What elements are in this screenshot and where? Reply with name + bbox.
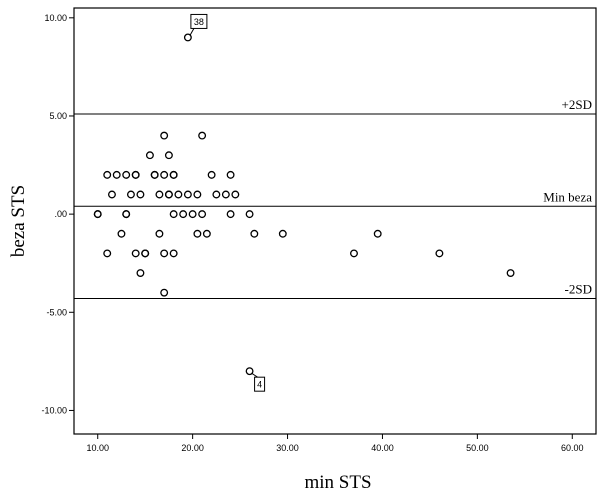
data-point bbox=[188, 210, 197, 219]
callout-leader bbox=[251, 372, 258, 378]
data-point bbox=[164, 190, 173, 199]
data-point bbox=[198, 131, 207, 140]
data-point bbox=[145, 151, 154, 160]
y-tick-label: 10.00 bbox=[44, 13, 67, 23]
data-point bbox=[169, 210, 178, 219]
data-point bbox=[164, 151, 173, 160]
data-point bbox=[212, 190, 221, 199]
y-axis-title: beza STS bbox=[8, 185, 29, 257]
data-point bbox=[122, 210, 131, 219]
data-point bbox=[245, 210, 254, 219]
x-tick-label: 50.00 bbox=[466, 443, 489, 453]
data-point bbox=[136, 269, 145, 277]
reference-line-label: Min beza bbox=[543, 189, 592, 204]
callout-label: 38 bbox=[194, 17, 204, 27]
data-point bbox=[141, 249, 150, 258]
data-point bbox=[160, 288, 169, 297]
y-axis-ticks: 10.00 5.00 .00 -5.00 -10.00 bbox=[41, 13, 74, 415]
data-point bbox=[131, 249, 140, 258]
data-point bbox=[174, 190, 183, 199]
point-callouts: 38 4 bbox=[189, 13, 266, 392]
data-point bbox=[93, 210, 102, 219]
x-tick-label: 40.00 bbox=[371, 443, 394, 453]
plot-area-border bbox=[73, 7, 597, 435]
data-point bbox=[160, 170, 169, 179]
data-point bbox=[231, 190, 240, 199]
callout-leader bbox=[189, 28, 195, 36]
data-point bbox=[108, 190, 116, 199]
data-point bbox=[160, 249, 169, 258]
callout-box bbox=[254, 376, 266, 392]
data-point bbox=[155, 229, 164, 238]
data-point bbox=[160, 131, 169, 140]
callout-box bbox=[190, 13, 208, 29]
data-point bbox=[117, 229, 126, 238]
x-tick-label: 30.00 bbox=[276, 443, 299, 453]
data-point bbox=[202, 229, 211, 238]
data-point bbox=[245, 367, 254, 376]
plot-frame bbox=[73, 7, 597, 435]
data-point bbox=[221, 190, 230, 199]
data-point bbox=[179, 210, 188, 219]
data-point bbox=[193, 229, 202, 238]
data-point bbox=[150, 170, 159, 179]
data-point bbox=[506, 269, 515, 277]
x-tick-label: 10.00 bbox=[86, 443, 109, 453]
data-point bbox=[103, 249, 112, 258]
x-tick-label: 60.00 bbox=[561, 443, 584, 453]
reference-line-label: +2SD bbox=[562, 97, 592, 112]
data-point bbox=[112, 170, 121, 179]
x-axis-ticks: 10.00 20.00 30.00 40.00 50.00 60.00 bbox=[86, 434, 584, 453]
data-point bbox=[250, 229, 259, 238]
y-tick-label: -10.00 bbox=[41, 405, 67, 415]
data-point bbox=[122, 170, 131, 179]
y-tick-label: -5.00 bbox=[46, 307, 67, 317]
data-point bbox=[103, 170, 112, 179]
data-point bbox=[435, 249, 444, 258]
x-axis-title: min STS bbox=[304, 472, 371, 493]
data-point bbox=[136, 190, 145, 199]
data-point bbox=[155, 190, 164, 199]
data-point bbox=[193, 190, 202, 199]
data-point bbox=[126, 190, 135, 199]
y-tick-label: .00 bbox=[54, 209, 67, 219]
data-point bbox=[183, 33, 192, 42]
reference-line-label: -2SD bbox=[565, 282, 592, 297]
x-tick-label: 20.00 bbox=[181, 443, 204, 453]
data-point bbox=[198, 210, 207, 219]
data-point bbox=[350, 249, 358, 258]
data-point bbox=[131, 170, 140, 179]
data-point bbox=[169, 249, 178, 258]
data-point bbox=[183, 190, 192, 199]
data-point bbox=[226, 170, 235, 179]
callout-label: 4 bbox=[257, 380, 262, 390]
data-points bbox=[93, 33, 515, 376]
y-tick-label: 5.00 bbox=[49, 111, 67, 121]
reference-lines: +2SD Min beza -2SD bbox=[74, 97, 596, 300]
data-point bbox=[207, 170, 216, 179]
data-point bbox=[226, 210, 235, 219]
data-point bbox=[373, 229, 382, 238]
data-point bbox=[169, 170, 178, 179]
data-point bbox=[278, 229, 287, 238]
